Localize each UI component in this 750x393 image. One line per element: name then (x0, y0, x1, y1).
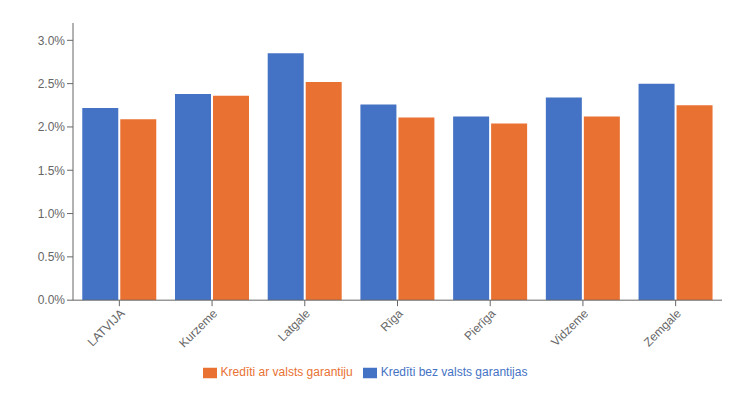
svg-text:Pierīga: Pierīga (462, 306, 499, 343)
svg-text:3.0%: 3.0% (38, 34, 66, 48)
html-text:Kredīti bez valsts garantijas: Kredīti bez valsts garantijas (380, 365, 528, 380)
svg-text:Zemgale: Zemgale (641, 306, 684, 349)
svg-text:LATVIJA: LATVIJA (85, 306, 128, 349)
html-text:Kredīti ar valsts garantiju: Kredīti ar valsts garantiju (220, 365, 353, 380)
svg-text:0.5%: 0.5% (38, 250, 66, 264)
svg-text:Rīga: Rīga (378, 306, 406, 334)
svg-text:1.0%: 1.0% (38, 207, 66, 221)
svg-text:Kurzeme: Kurzeme (176, 306, 220, 350)
svg-text:2.0%: 2.0% (38, 120, 66, 134)
svg-text:Vidzeme: Vidzeme (548, 306, 591, 349)
svg-text:2.5%: 2.5% (38, 77, 66, 91)
svg-text:1.5%: 1.5% (38, 164, 66, 178)
svg-text:Latgale: Latgale (275, 306, 313, 344)
svg-text:0.0%: 0.0% (38, 293, 66, 307)
